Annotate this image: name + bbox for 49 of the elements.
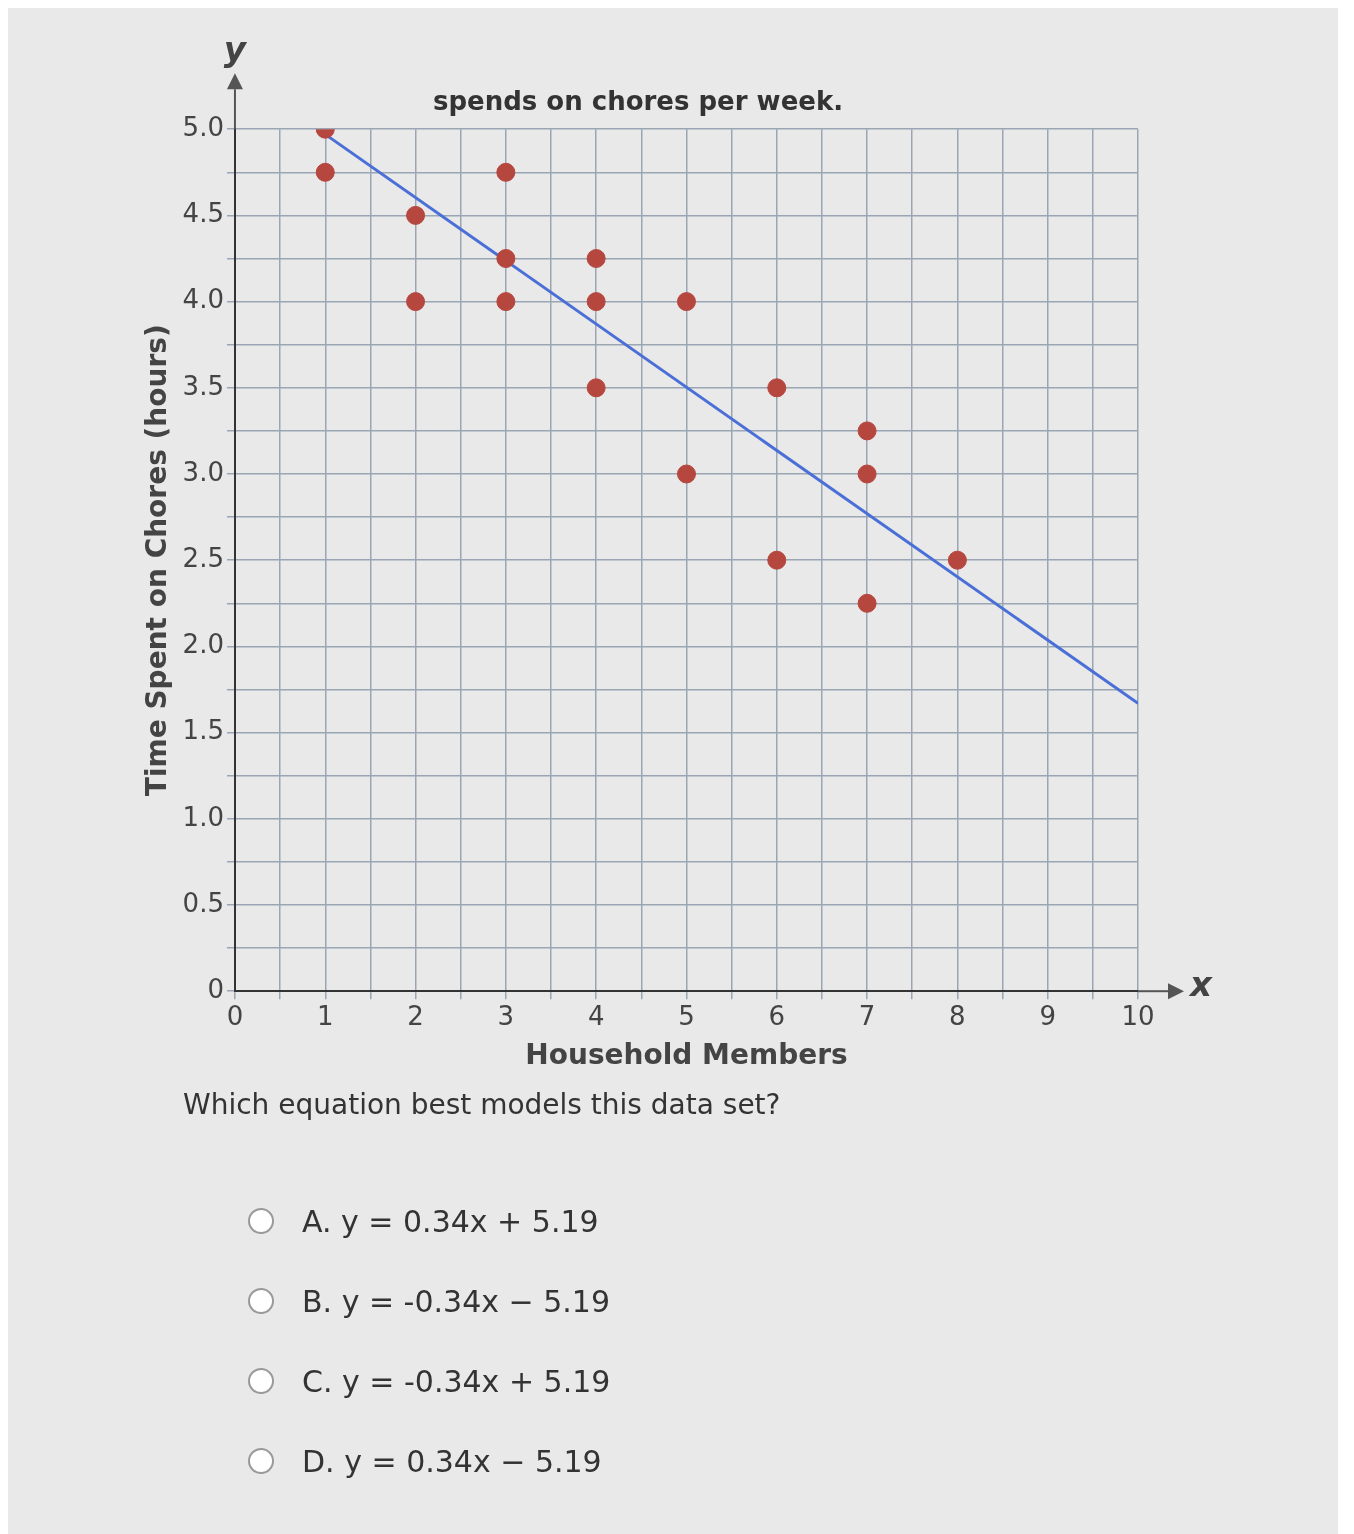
point <box>496 249 516 268</box>
point <box>857 593 877 613</box>
y-tick-label: 2.5 <box>182 542 224 573</box>
y-tick-label: 0.5 <box>182 887 224 918</box>
point <box>496 292 516 312</box>
x-tick-label: 2 <box>407 1000 424 1031</box>
x-tick-label: 10 <box>1121 1000 1155 1031</box>
text: y <box>223 29 248 70</box>
point <box>767 550 787 570</box>
y-tick-label: 0 <box>207 973 224 1004</box>
text: D. y = 0.34x − 5.19 <box>302 1443 602 1479</box>
y-tick-label: 2.0 <box>182 629 224 660</box>
x-tick-label: 6 <box>768 1000 786 1031</box>
x-tick-label: 9 <box>1039 1000 1056 1031</box>
x-tick-label: 1 <box>316 1000 334 1031</box>
point <box>947 550 967 570</box>
point <box>767 378 787 398</box>
point <box>676 464 696 484</box>
chart-title: spends on chores per week. <box>432 86 844 117</box>
x-tick-label: 7 <box>858 1000 876 1031</box>
point <box>496 162 516 182</box>
point <box>586 292 606 312</box>
y-axis-title: Time Spent on Chores (hours) <box>140 324 174 797</box>
text: x <box>1188 964 1213 1005</box>
point <box>315 162 335 182</box>
text: B. y = -0.34x − 5.19 <box>302 1283 610 1319</box>
point <box>857 421 877 441</box>
x-axis-title: Household Members <box>525 1038 848 1072</box>
x-tick-label: 4 <box>587 1000 605 1031</box>
y-tick-label: 5.0 <box>182 111 224 142</box>
point <box>857 464 877 484</box>
point <box>586 378 606 398</box>
point <box>676 292 696 312</box>
y-tick-label: 4.5 <box>182 198 224 229</box>
x-tick-label: 0 <box>226 1000 244 1031</box>
y-tick-label: 4.0 <box>182 284 224 315</box>
x-tick-label: 5 <box>678 1000 695 1031</box>
point <box>406 205 426 225</box>
y-tick-label: 3.0 <box>182 456 224 487</box>
x-tick-label: 3 <box>497 1000 515 1031</box>
y-tick-label: 1.5 <box>182 715 224 746</box>
y-tick-label: 3.5 <box>182 370 224 401</box>
point <box>406 292 426 312</box>
text: C. y = -0.34x + 5.19 <box>302 1363 611 1399</box>
text: A. y = 0.34x + 5.19 <box>302 1203 599 1239</box>
text: Which equation best models this data set? <box>183 1088 782 1121</box>
x-tick-label: 8 <box>949 1000 966 1031</box>
y-tick-label: 1.0 <box>182 801 224 832</box>
point <box>586 249 606 268</box>
